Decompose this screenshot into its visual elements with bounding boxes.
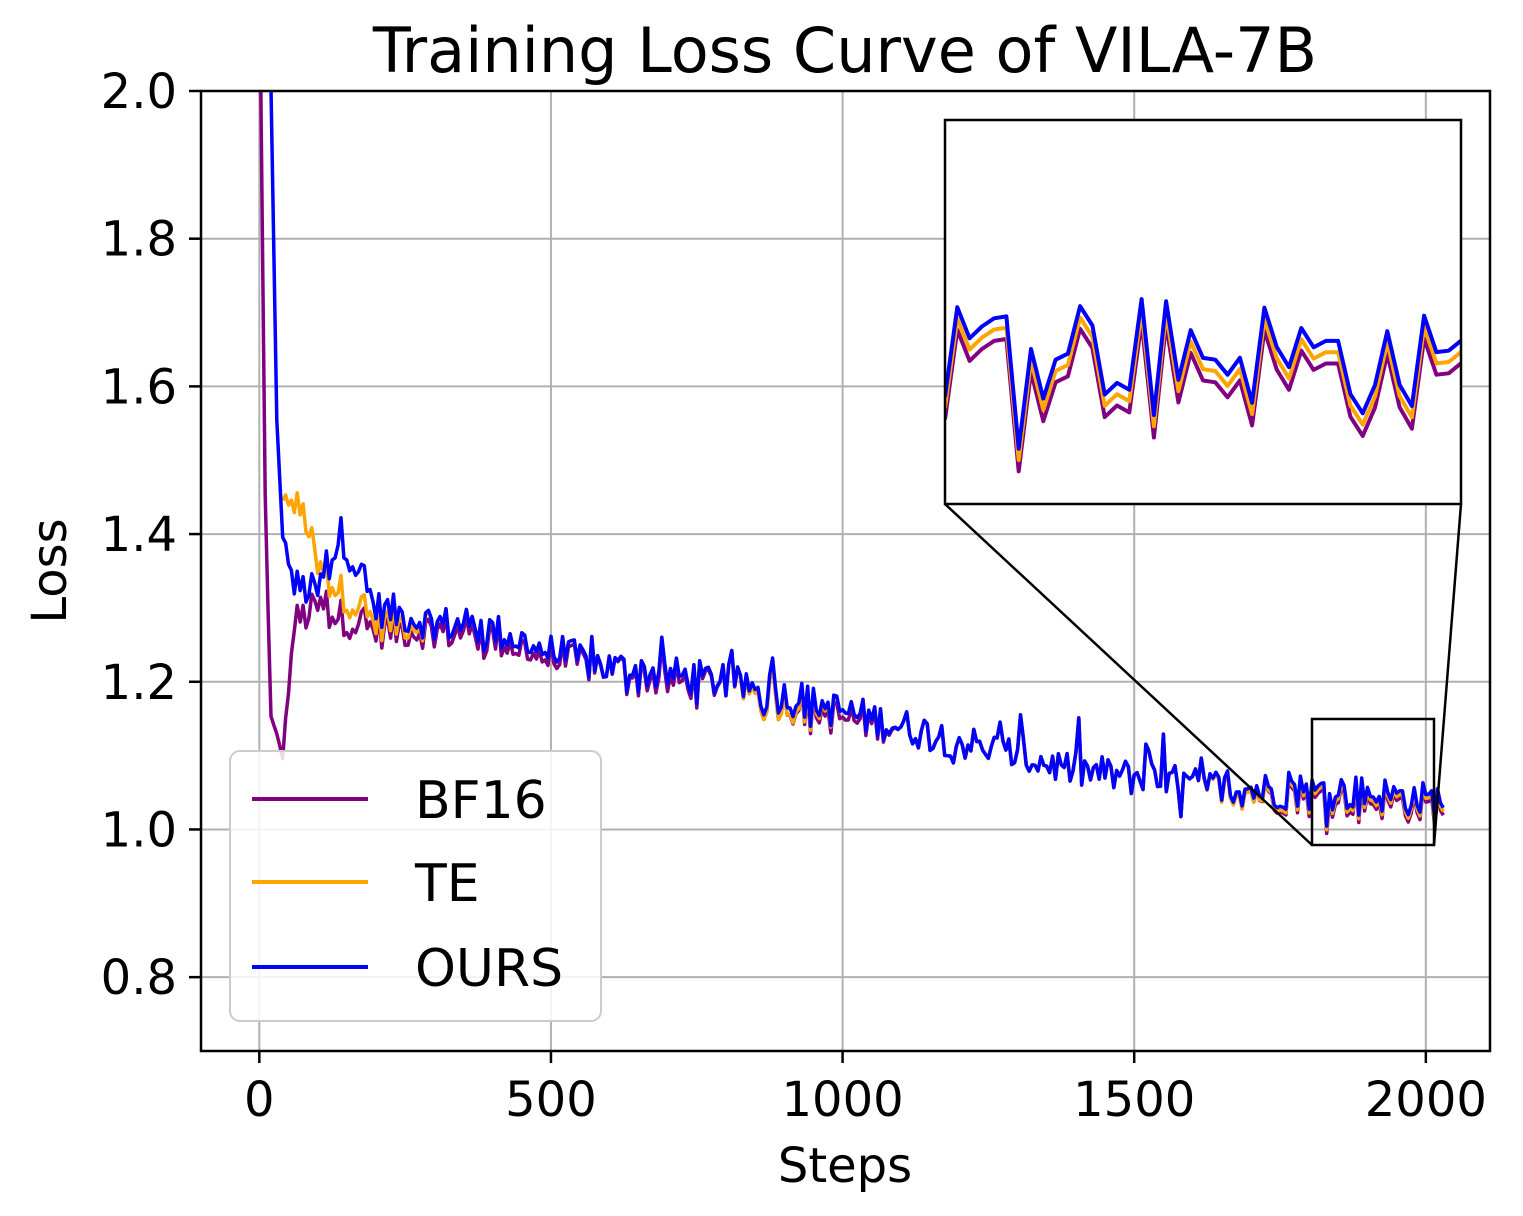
- zoom-connector-left: [944, 503, 1313, 846]
- chart-title: Training Loss Curve of VILA-7B: [372, 14, 1317, 87]
- x-tick-label: 0: [244, 1072, 275, 1128]
- y-tick-label: 2.0: [101, 64, 177, 120]
- inset-frame: [943, 118, 1463, 506]
- x-axis-label: Steps: [778, 1138, 912, 1194]
- y-tick-label: 1.4: [101, 507, 177, 563]
- zoom-region-box: [1310, 717, 1436, 847]
- y-axis-label: Loss: [22, 518, 78, 623]
- ticks: 0 500 1000 1500 2000 0.8 1.0 1.2 1.4 1.6 1.8 2.0: [101, 64, 1487, 1128]
- y-tick-label: 1.2: [101, 655, 177, 711]
- plot-frame: [199, 89, 1492, 1053]
- x-tick-label: 500: [505, 1072, 597, 1128]
- y-tick-label: 1.6: [101, 359, 177, 415]
- inset-lines: [945, 297, 1461, 474]
- y-tick-label: 1.8: [101, 212, 177, 268]
- inset-background: [945, 120, 1461, 504]
- legend-label-bf16: BF16: [415, 771, 547, 831]
- zoom-connector-right: [1432, 503, 1463, 846]
- x-tick-label: 1000: [782, 1072, 904, 1128]
- y-tick-label: 0.8: [101, 950, 177, 1006]
- legend-label-ours: OURS: [415, 939, 563, 999]
- legend-box: [229, 750, 602, 1022]
- y-tick-label: 1.0: [101, 802, 177, 858]
- legend: BF16 TE OURS: [229, 750, 602, 1022]
- x-tick-label: 1500: [1073, 1072, 1195, 1128]
- x-tick-label: 2000: [1365, 1072, 1487, 1128]
- legend-label-te: TE: [414, 854, 480, 914]
- series-lines: [259, 91, 1445, 836]
- series-line-ours: [269, 91, 1445, 828]
- inset-line-ours: [945, 297, 1461, 451]
